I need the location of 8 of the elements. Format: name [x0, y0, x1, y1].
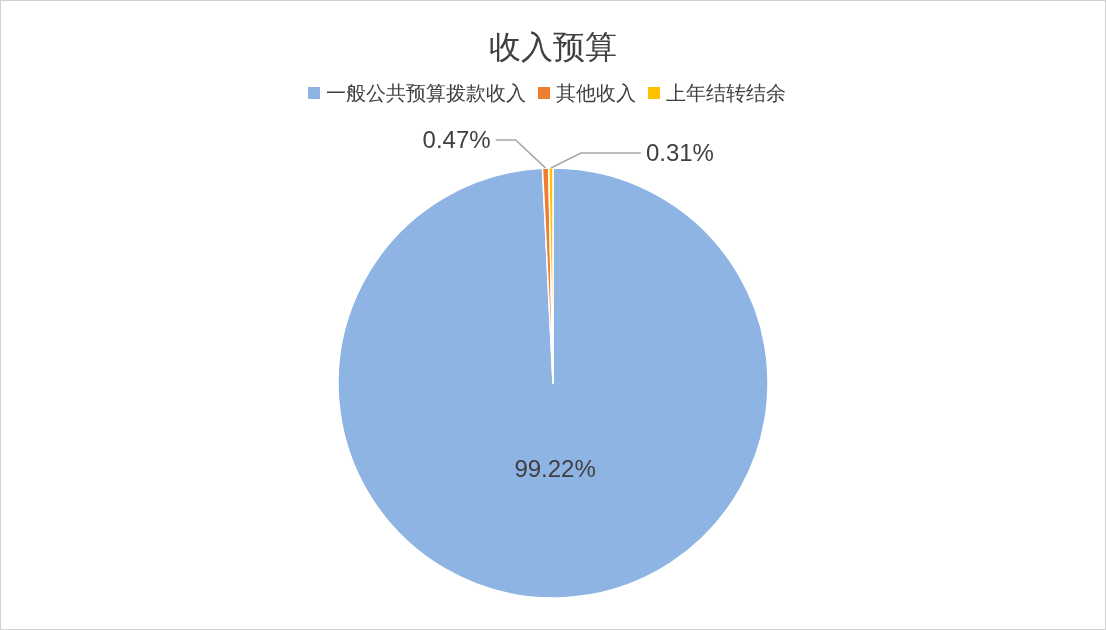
legend-label: 一般公共预算拨款收入 — [326, 82, 526, 104]
data-label: 0.31% — [645, 139, 714, 166]
pie-slice — [337, 167, 769, 599]
legend-label: 其他收入 — [556, 82, 636, 104]
data-label: 99.22% — [514, 454, 596, 482]
chart-title: 收入预算 — [489, 29, 617, 65]
data-label: 0.47% — [422, 126, 491, 153]
legend-label: 上年结转结余 — [666, 82, 786, 104]
